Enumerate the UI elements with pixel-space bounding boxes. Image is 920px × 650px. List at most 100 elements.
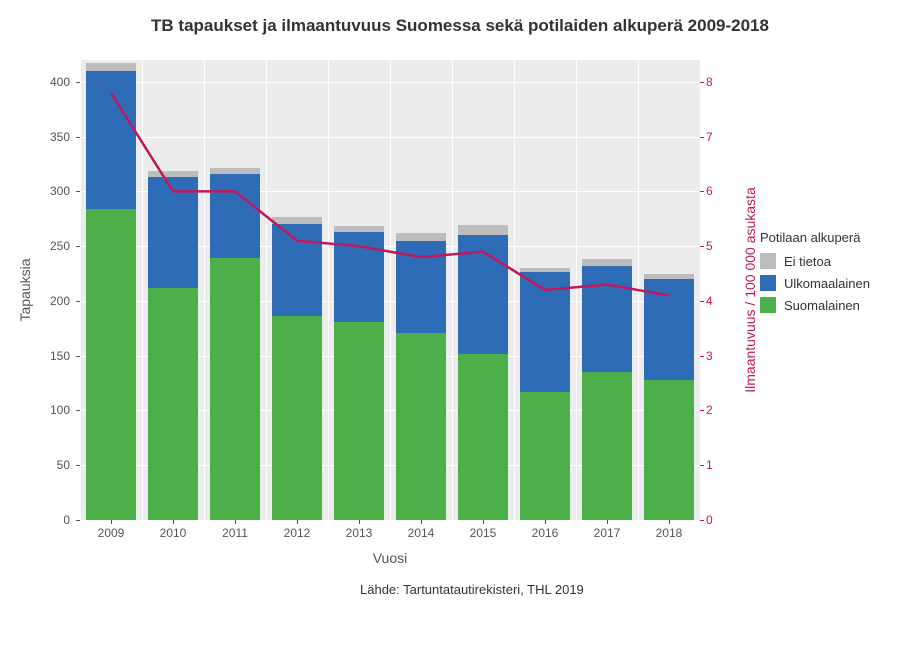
bar-segment-ulkomaalainen bbox=[644, 279, 695, 380]
legend-item: Suomalainen bbox=[760, 297, 870, 313]
bar-segment-suomalainen bbox=[644, 380, 695, 520]
y-tick-mark bbox=[76, 82, 80, 83]
bar-segment-ulkomaalainen bbox=[396, 241, 447, 333]
y2-tick-mark bbox=[700, 82, 704, 83]
x-tick-mark bbox=[607, 520, 608, 524]
y2-tick-label: 8 bbox=[706, 75, 746, 89]
y-tick-label: 400 bbox=[30, 75, 70, 89]
bar-segment-ei_tietoa bbox=[520, 268, 571, 272]
y2-tick-label: 0 bbox=[706, 513, 746, 527]
y2-tick-label: 1 bbox=[706, 458, 746, 472]
legend-label: Ulkomaalainen bbox=[784, 276, 870, 291]
legend-label: Suomalainen bbox=[784, 298, 860, 313]
bar-segment-suomalainen bbox=[210, 258, 261, 520]
bar-segment-ei_tietoa bbox=[582, 259, 633, 266]
bar-segment-suomalainen bbox=[582, 372, 633, 520]
x-tick-label: 2013 bbox=[346, 526, 373, 540]
y-tick-mark bbox=[76, 410, 80, 411]
y2-tick-label: 5 bbox=[706, 239, 746, 253]
y2-tick-label: 3 bbox=[706, 349, 746, 363]
x-tick-mark bbox=[669, 520, 670, 524]
y2-tick-mark bbox=[700, 301, 704, 302]
legend-swatch bbox=[760, 275, 776, 291]
y-tick-label: 100 bbox=[30, 403, 70, 417]
x-tick-label: 2014 bbox=[408, 526, 435, 540]
grid-line bbox=[700, 60, 701, 520]
x-tick-label: 2011 bbox=[222, 526, 248, 540]
y2-tick-mark bbox=[700, 465, 704, 466]
bar-segment-suomalainen bbox=[86, 209, 137, 520]
x-tick-label: 2010 bbox=[160, 526, 187, 540]
y-tick-label: 50 bbox=[30, 458, 70, 472]
chart-container: TB tapaukset ja ilmaantuvuus Suomessa se… bbox=[0, 0, 920, 650]
y-tick-label: 250 bbox=[30, 239, 70, 253]
y2-tick-mark bbox=[700, 356, 704, 357]
grid-line bbox=[142, 60, 143, 520]
grid-line bbox=[328, 60, 329, 520]
y2-tick-mark bbox=[700, 191, 704, 192]
y2-tick-label: 2 bbox=[706, 403, 746, 417]
bar-segment-ei_tietoa bbox=[272, 217, 323, 225]
chart-title: TB tapaukset ja ilmaantuvuus Suomessa se… bbox=[0, 16, 920, 36]
y-tick-label: 150 bbox=[30, 349, 70, 363]
y-tick-mark bbox=[76, 301, 80, 302]
y2-tick-label: 6 bbox=[706, 184, 746, 198]
bar-segment-suomalainen bbox=[520, 392, 571, 520]
x-tick-mark bbox=[483, 520, 484, 524]
legend: Potilaan alkuperä Ei tietoa Ulkomaalainen… bbox=[760, 230, 870, 319]
x-tick-label: 2016 bbox=[532, 526, 559, 540]
y2-tick-mark bbox=[700, 520, 704, 521]
legend-item: Ei tietoa bbox=[760, 253, 870, 269]
bar-segment-suomalainen bbox=[458, 354, 509, 520]
x-tick-mark bbox=[297, 520, 298, 524]
x-tick-mark bbox=[111, 520, 112, 524]
bar-segment-ei_tietoa bbox=[396, 233, 447, 241]
x-tick-mark bbox=[173, 520, 174, 524]
bar-segment-suomalainen bbox=[396, 333, 447, 520]
bar-segment-ei_tietoa bbox=[334, 226, 385, 231]
y-tick-label: 0 bbox=[30, 513, 70, 527]
x-tick-mark bbox=[359, 520, 360, 524]
x-tick-mark bbox=[545, 520, 546, 524]
bar-segment-ei_tietoa bbox=[644, 274, 695, 279]
x-tick-mark bbox=[235, 520, 236, 524]
y-tick-label: 350 bbox=[30, 130, 70, 144]
bar-segment-suomalainen bbox=[148, 288, 199, 520]
y-axis-title: Tapauksia bbox=[17, 258, 33, 321]
x-tick-mark bbox=[421, 520, 422, 524]
grid-line bbox=[576, 60, 577, 520]
grid-line bbox=[452, 60, 453, 520]
grid-line bbox=[390, 60, 391, 520]
bar-segment-ei_tietoa bbox=[86, 63, 137, 71]
y2-tick-mark bbox=[700, 246, 704, 247]
x-tick-label: 2017 bbox=[594, 526, 621, 540]
bar-segment-ulkomaalainen bbox=[582, 266, 633, 372]
bar-segment-ulkomaalainen bbox=[334, 232, 385, 322]
x-axis-title: Vuosi bbox=[373, 550, 408, 566]
legend-item: Ulkomaalainen bbox=[760, 275, 870, 291]
grid-line bbox=[514, 60, 515, 520]
y2-tick-label: 4 bbox=[706, 294, 746, 308]
x-tick-label: 2009 bbox=[98, 526, 125, 540]
y-tick-mark bbox=[76, 465, 80, 466]
bar-segment-ulkomaalainen bbox=[458, 235, 509, 353]
grid-line bbox=[80, 60, 81, 520]
bar-segment-ei_tietoa bbox=[458, 225, 509, 235]
y2-axis-title: Ilmaantuvuus / 100 000 asukasta bbox=[742, 187, 758, 392]
y-tick-label: 300 bbox=[30, 184, 70, 198]
y2-tick-mark bbox=[700, 137, 704, 138]
x-tick-label: 2015 bbox=[470, 526, 497, 540]
bar-segment-ulkomaalainen bbox=[272, 224, 323, 316]
x-tick-label: 2018 bbox=[656, 526, 683, 540]
y-tick-mark bbox=[76, 137, 80, 138]
x-tick-label: 2012 bbox=[284, 526, 311, 540]
y-tick-label: 200 bbox=[30, 294, 70, 308]
y-tick-mark bbox=[76, 356, 80, 357]
legend-title: Potilaan alkuperä bbox=[760, 230, 870, 245]
grid-line bbox=[204, 60, 205, 520]
bar-segment-ulkomaalainen bbox=[210, 174, 261, 258]
grid-line bbox=[638, 60, 639, 520]
bar-segment-suomalainen bbox=[334, 322, 385, 520]
bar-segment-ei_tietoa bbox=[148, 171, 199, 178]
y-tick-mark bbox=[76, 520, 80, 521]
